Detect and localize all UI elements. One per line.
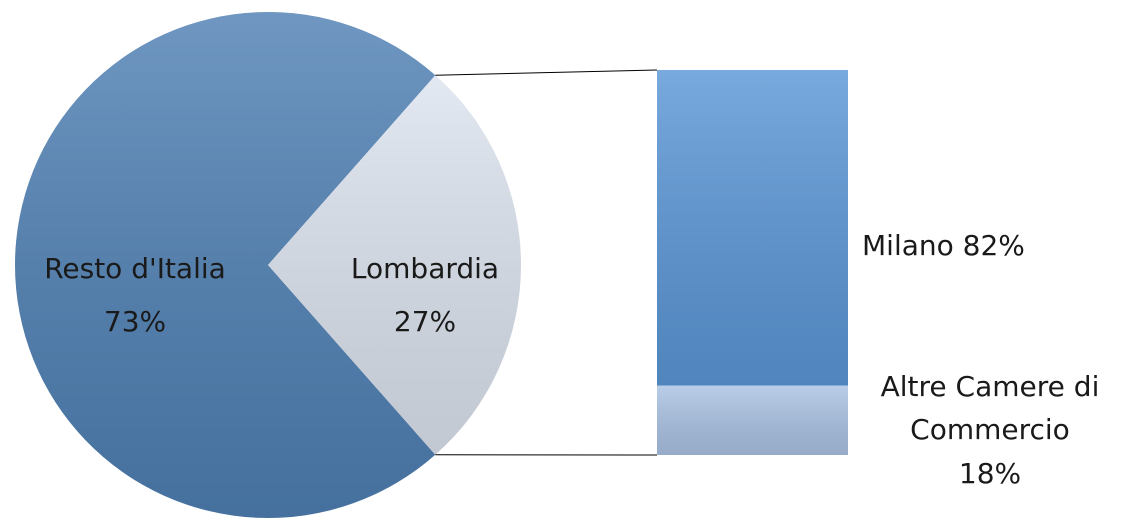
connector <box>435 69 658 76</box>
bar-category: Altre Camere di Commercio <box>880 370 1100 447</box>
bar-category: Milano <box>862 229 954 262</box>
bar-value-label: 82% <box>962 229 1025 262</box>
bar-segment-shade <box>657 70 848 386</box>
pie-slice-shade <box>14 11 436 518</box>
bar-segment-shade <box>657 385 848 455</box>
pie-label: Resto d'Italia 73% <box>44 242 226 348</box>
pie-value-label: 27% <box>393 305 457 338</box>
pie-slice-shade <box>268 75 521 455</box>
bar-label: Milano 82% <box>862 222 1025 270</box>
pie-category: Lombardia <box>350 251 500 285</box>
bar-value-label: 18% <box>958 456 1022 490</box>
pie-value-label: 73% <box>103 305 167 338</box>
pie-category: Resto d'Italia <box>44 251 226 285</box>
pie-label: Lombardia 27% <box>351 242 499 348</box>
bar-label: Altre Camere di Commercio 18% <box>850 365 1130 495</box>
